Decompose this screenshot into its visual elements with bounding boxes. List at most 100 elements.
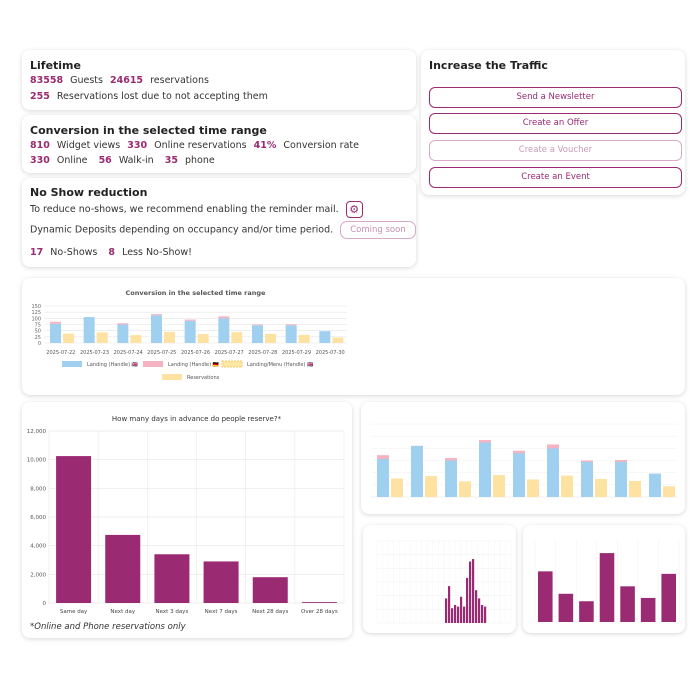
x-tick-label: 2025-07-27 xyxy=(215,350,244,356)
bar-landing xyxy=(83,317,95,343)
lifetime-title: Lifetime xyxy=(30,59,81,72)
bar xyxy=(56,456,92,603)
y-tick-label: 50 xyxy=(35,329,41,335)
preview-bar xyxy=(459,481,471,497)
conversion-row-1: 810 Widget views 330 Online reservations… xyxy=(30,140,359,151)
coming-soon-button[interactable]: Coming soon xyxy=(340,221,416,239)
widget-views-label: Widget views xyxy=(56,140,121,151)
y-tick-label: 25 xyxy=(35,335,41,341)
preview-bar xyxy=(663,486,675,497)
reservations-by-weekday-chart xyxy=(534,539,680,622)
preview-bar xyxy=(527,479,539,497)
legend-label: Landing (Handle) 🇩🇪 xyxy=(168,361,220,368)
y-tick-label: 125 xyxy=(31,310,41,316)
guests-label: Guests xyxy=(70,75,103,86)
create-voucher-button[interactable]: Create a Voucher xyxy=(429,140,682,161)
phone-count: 35 xyxy=(164,155,178,166)
noshows-label: No-Shows xyxy=(50,247,98,258)
reservations-label: reservations xyxy=(150,75,209,86)
preview-bar xyxy=(558,593,574,622)
bar xyxy=(252,577,288,603)
bar-landing xyxy=(319,331,331,343)
reminder-row: To reduce no-shows, we recommend enablin… xyxy=(30,201,363,218)
bar xyxy=(105,534,141,603)
preview-bar xyxy=(425,476,437,497)
bar-landing xyxy=(151,315,162,343)
preview-bar xyxy=(469,561,472,623)
bar-landing xyxy=(184,320,196,343)
y-tick-label: 12,000 xyxy=(27,429,47,435)
x-tick-label: 2025-07-29 xyxy=(282,350,311,356)
preview-bar xyxy=(457,606,460,623)
bar-landing xyxy=(50,321,61,324)
create-offer-button[interactable]: Create an Offer xyxy=(429,113,682,134)
create-event-button[interactable]: Create an Event xyxy=(429,167,682,188)
advance-chart: How many days in advance do people reser… xyxy=(27,415,345,615)
advance-chart-card: How many days in advance do people reser… xyxy=(22,402,352,638)
advance-chart-title: How many days in advance do people reser… xyxy=(112,415,282,423)
preview-bar xyxy=(445,460,457,497)
reservations-by-weekday-card xyxy=(523,525,685,633)
x-tick-label: 2025-07-26 xyxy=(181,350,210,356)
lifetime-card: Lifetime 83558 Guests 24615 reservations… xyxy=(22,50,416,110)
bar-landing xyxy=(252,325,263,343)
preview-bar xyxy=(640,597,656,622)
online-reservations-label: Online reservations xyxy=(154,140,247,151)
preview-bar xyxy=(620,586,635,622)
legend-swatch xyxy=(62,361,82,367)
x-tick-label: Same day xyxy=(60,609,88,615)
y-tick-label: 6,000 xyxy=(30,515,46,521)
lost-label: Reservations lost due to not accepting t… xyxy=(56,91,268,102)
lost-count: 255 xyxy=(30,91,50,102)
conversion-chart: Conversion in the selected time range 025… xyxy=(31,289,347,381)
guests-count: 83558 xyxy=(30,75,64,86)
send-newsletter-button[interactable]: Send a Newsletter xyxy=(429,87,682,108)
bar-reservations xyxy=(265,333,276,343)
gear-icon[interactable]: ⚙ xyxy=(345,201,363,218)
y-tick-label: 4,000 xyxy=(30,544,46,550)
y-tick-label: 10,000 xyxy=(27,458,47,464)
x-tick-label: 2025-07-30 xyxy=(316,350,345,356)
bar-landing xyxy=(285,324,297,326)
y-tick-label: 75 xyxy=(35,323,41,329)
preview-bar xyxy=(595,478,607,497)
preview-bar xyxy=(629,480,641,497)
preview-bar xyxy=(661,573,676,622)
bar-reservations xyxy=(231,332,243,343)
lifetime-lost-row: 255 Reservations lost due to not accepti… xyxy=(30,91,268,102)
y-tick-label: 150 xyxy=(31,304,41,310)
preview-bar xyxy=(448,586,451,623)
preview-bar xyxy=(478,598,481,623)
preview-bar xyxy=(484,606,487,623)
bar xyxy=(301,602,337,603)
x-tick-label: Next 28 days xyxy=(252,609,288,615)
x-tick-label: 2025-07-25 xyxy=(147,350,176,356)
legend-swatch xyxy=(162,374,182,380)
preview-bar xyxy=(472,559,475,623)
traffic-card: Increase the Traffic Send a Newsletter C… xyxy=(421,50,685,195)
noshow-title: No Show reduction xyxy=(30,186,148,199)
bar-landing xyxy=(50,323,61,343)
bar-landing xyxy=(184,319,196,321)
x-tick-label: 2025-07-28 xyxy=(248,350,277,356)
bar-landing xyxy=(218,318,230,343)
preview-bar xyxy=(460,596,463,623)
traffic-title: Increase the Traffic xyxy=(429,59,548,72)
legend-label: Landing/Menu (Handle) 🇬🇧 xyxy=(247,361,314,368)
preview-bar xyxy=(547,448,559,497)
deposit-row: Dynamic Deposits depending on occupancy … xyxy=(30,221,416,239)
bar-landing xyxy=(285,325,297,343)
bar xyxy=(203,561,239,603)
conversion-row-2: 330 Online 56 Walk-in 35 phone xyxy=(30,155,215,166)
bar-reservations xyxy=(96,332,108,343)
legend-swatch xyxy=(143,361,163,367)
preview-bar xyxy=(493,475,505,497)
bar-landing xyxy=(151,314,162,316)
preview-bar xyxy=(463,606,466,623)
bar-reservations xyxy=(332,337,344,343)
bar-reservations xyxy=(298,334,310,343)
bar-landing xyxy=(117,324,129,343)
y-tick-label: 0 xyxy=(38,341,41,347)
y-tick-label: 2,000 xyxy=(30,572,46,578)
bar-reservations xyxy=(197,334,209,343)
